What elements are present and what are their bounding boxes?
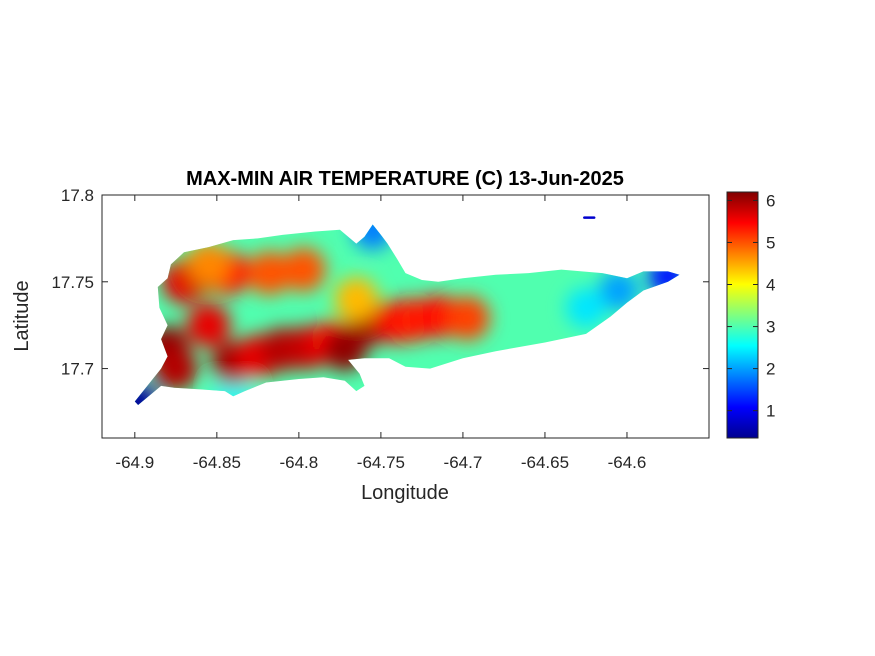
- cool-spot-3: [565, 287, 606, 328]
- y-axis-label: Latitude: [11, 280, 33, 351]
- colorbar-tick-label-2: 3: [766, 318, 775, 337]
- x-tick-label-1: -64.85: [193, 453, 241, 472]
- colorbar-ticks: 1 2 3 4 5 6: [727, 191, 775, 421]
- x-tick-label-6: -64.6: [608, 453, 647, 472]
- chart-title: MAX-MIN AIR TEMPERATURE (C) 13-Jun-2025: [186, 168, 624, 190]
- colorbar-tick-label-0: 1: [766, 402, 775, 421]
- cool-spot-0: [134, 383, 159, 405]
- hot-spot-19: [334, 277, 379, 322]
- hot-spot-16: [445, 296, 490, 341]
- x-tick-label-3: -64.75: [357, 453, 405, 472]
- x-tick-label-4: -64.7: [444, 453, 483, 472]
- hot-spot-17: [247, 251, 292, 296]
- x-axis: -64.9 -64.85 -64.8 -64.75 -64.7 -64.65 -64.6: [115, 195, 646, 472]
- x-tick-label-5: -64.65: [521, 453, 569, 472]
- colorbar-tick-label-1: 2: [766, 360, 775, 379]
- x-tick-label-0: -64.9: [115, 453, 154, 472]
- cool-spot-2: [598, 270, 639, 311]
- x-axis-label: Longitude: [361, 482, 449, 504]
- hot-spot-18: [281, 247, 326, 292]
- colorbar-tick-label-4: 5: [766, 233, 775, 252]
- x-tick-label-2: -64.8: [279, 453, 318, 472]
- temperature-spots: [134, 224, 680, 405]
- colorbar-tick-label-5: 6: [766, 191, 775, 210]
- y-axis: 17.7 17.75 17.8: [51, 186, 709, 379]
- hot-spot-5: [186, 303, 231, 348]
- hot-spot-20: [186, 242, 231, 287]
- colorbar: [726, 191, 759, 439]
- cool-spot-4: [352, 224, 393, 250]
- y-tick-label-1: 17.75: [51, 273, 94, 292]
- y-tick-label-0: 17.7: [61, 360, 94, 379]
- colorbar-tick-label-3: 4: [766, 276, 775, 295]
- y-tick-label-2: 17.8: [61, 186, 94, 205]
